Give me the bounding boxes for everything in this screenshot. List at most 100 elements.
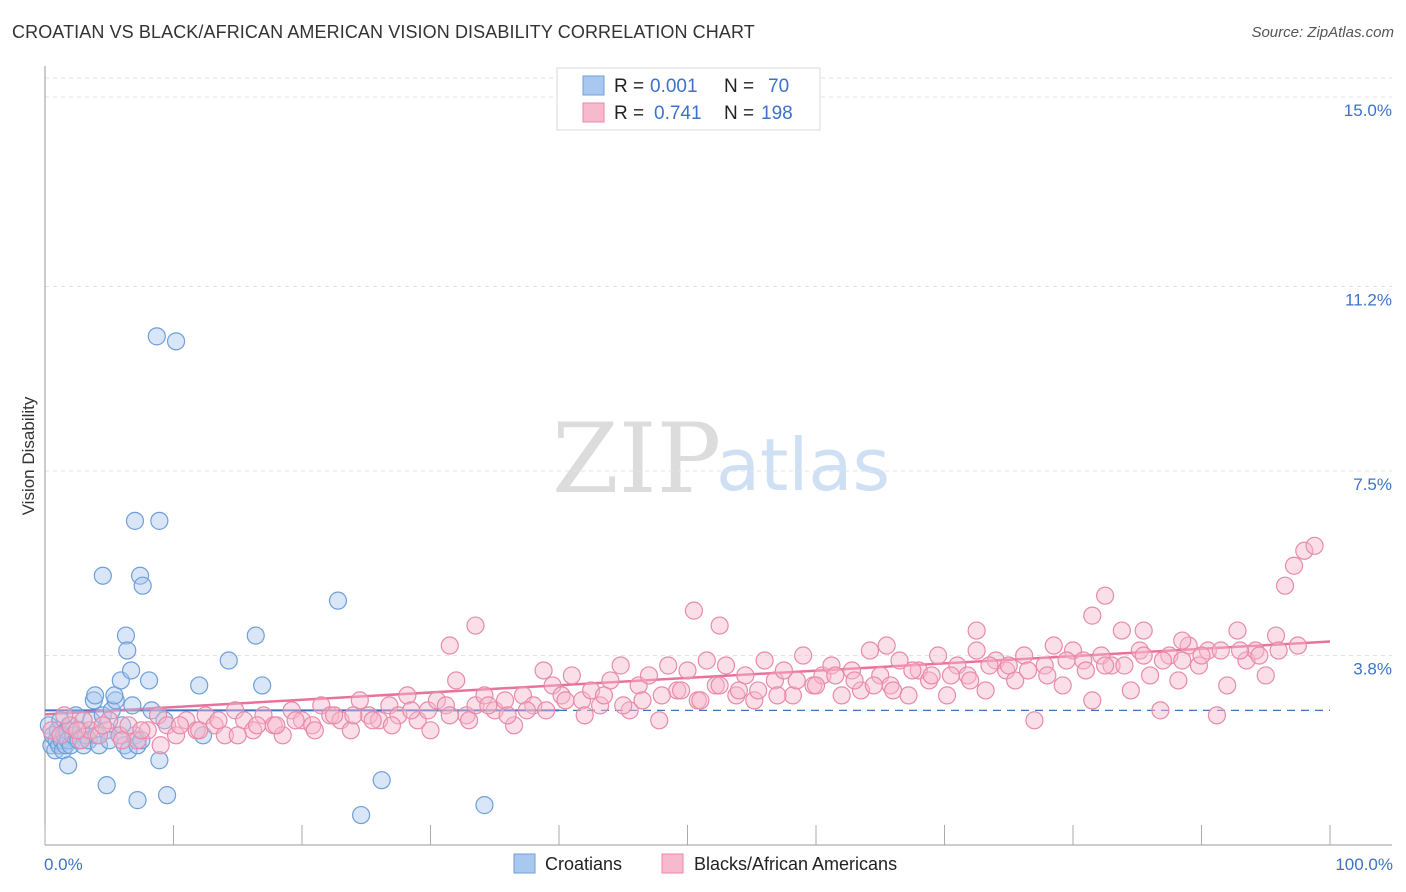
data-point [1269, 641, 1288, 660]
data-point [170, 716, 190, 735]
data-point [922, 666, 941, 685]
data-point [1275, 576, 1295, 595]
data-point [806, 676, 826, 695]
data-point [967, 621, 986, 640]
data-point [1211, 641, 1230, 660]
data-point [305, 721, 324, 740]
data-point [382, 716, 402, 735]
data-point [39, 716, 58, 735]
data-points [39, 327, 1324, 825]
data-point [890, 651, 909, 670]
data-point [150, 511, 169, 530]
data-point [1025, 711, 1044, 730]
data-point [1096, 656, 1115, 675]
data-point [209, 711, 228, 730]
legend-r-value-2: 0.741 [654, 103, 702, 124]
data-point [344, 706, 363, 725]
data-point [1038, 666, 1057, 685]
data-point [93, 716, 112, 735]
data-point [1096, 586, 1115, 605]
data-point [1295, 541, 1314, 560]
data-point [427, 691, 447, 710]
data-point [755, 651, 774, 670]
data-point [1169, 671, 1188, 690]
data-point [543, 676, 562, 695]
data-point [402, 701, 421, 720]
data-point [614, 696, 633, 715]
data-point [1256, 666, 1275, 685]
data-point [727, 686, 746, 705]
data-point [93, 566, 112, 585]
data-point [1053, 676, 1072, 695]
data-point [556, 691, 575, 710]
data-point [440, 636, 459, 655]
data-point [710, 676, 729, 695]
data-point [1288, 636, 1307, 655]
data-point [1102, 656, 1121, 675]
watermark-zip: ZIP [552, 403, 721, 515]
series-blacks [42, 536, 1324, 755]
data-point [691, 691, 710, 710]
tick-labels: 3.8% 7.5% 11.2% 15.0% 0.0% 100.0% [44, 101, 1393, 874]
data-point [123, 696, 142, 715]
bottom-legend-swatch-blacks [661, 853, 684, 874]
axes [44, 66, 1392, 846]
data-point [575, 706, 594, 725]
data-point [166, 332, 186, 351]
data-point [312, 696, 331, 715]
data-point [562, 666, 581, 685]
data-point [190, 721, 209, 740]
data-point [139, 671, 159, 690]
data-point [997, 661, 1016, 680]
data-point [1207, 706, 1227, 725]
data-point [822, 656, 841, 675]
data-point [745, 691, 764, 710]
data-point [273, 726, 292, 745]
chart-title: CROATIAN VS BLACK/AFRICAN AMERICAN VISIO… [12, 22, 755, 42]
data-point [1153, 651, 1173, 670]
data-point [976, 681, 995, 700]
data-point [1112, 621, 1131, 640]
bottom-legend-swatch-croatians [513, 853, 536, 874]
data-point [121, 661, 141, 680]
data-point [71, 731, 91, 750]
trend-line-blacks [44, 640, 1331, 716]
data-point [118, 641, 137, 660]
data-point [1173, 651, 1192, 670]
data-point [1115, 656, 1134, 675]
data-point [1076, 661, 1095, 680]
data-point [1266, 626, 1286, 645]
data-point [148, 706, 168, 725]
data-point [133, 576, 152, 595]
data-point [774, 661, 793, 680]
data-point [1044, 636, 1063, 655]
data-point [967, 641, 986, 660]
data-point [783, 686, 802, 705]
legend-n-label-2: N = [724, 103, 754, 124]
data-point [671, 681, 691, 700]
data-point [504, 716, 524, 735]
data-point [650, 711, 669, 730]
data-point [1284, 556, 1304, 575]
data-point [97, 776, 116, 795]
legend-n-value-2: 198 [761, 103, 793, 124]
data-point [941, 666, 961, 685]
y-tick-label: 7.5% [1353, 475, 1392, 494]
data-point [352, 805, 371, 825]
data-point [479, 696, 498, 715]
data-point [899, 686, 918, 705]
data-point [813, 666, 832, 685]
data-point [89, 736, 109, 755]
data-point [219, 651, 238, 670]
data-point [652, 686, 671, 705]
data-point [466, 616, 485, 635]
data-point [787, 671, 806, 690]
data-point [147, 327, 166, 346]
source-label: Source: ZipAtlas.com [1251, 24, 1394, 41]
data-point [903, 661, 922, 680]
data-point [659, 656, 678, 675]
data-point [128, 791, 147, 810]
data-point [228, 726, 247, 745]
bottom-legend: Croatians Blacks/African Americans [513, 853, 897, 874]
legend: R = 0.001 N = 70 R = 0.741 N = 198 [556, 67, 821, 131]
